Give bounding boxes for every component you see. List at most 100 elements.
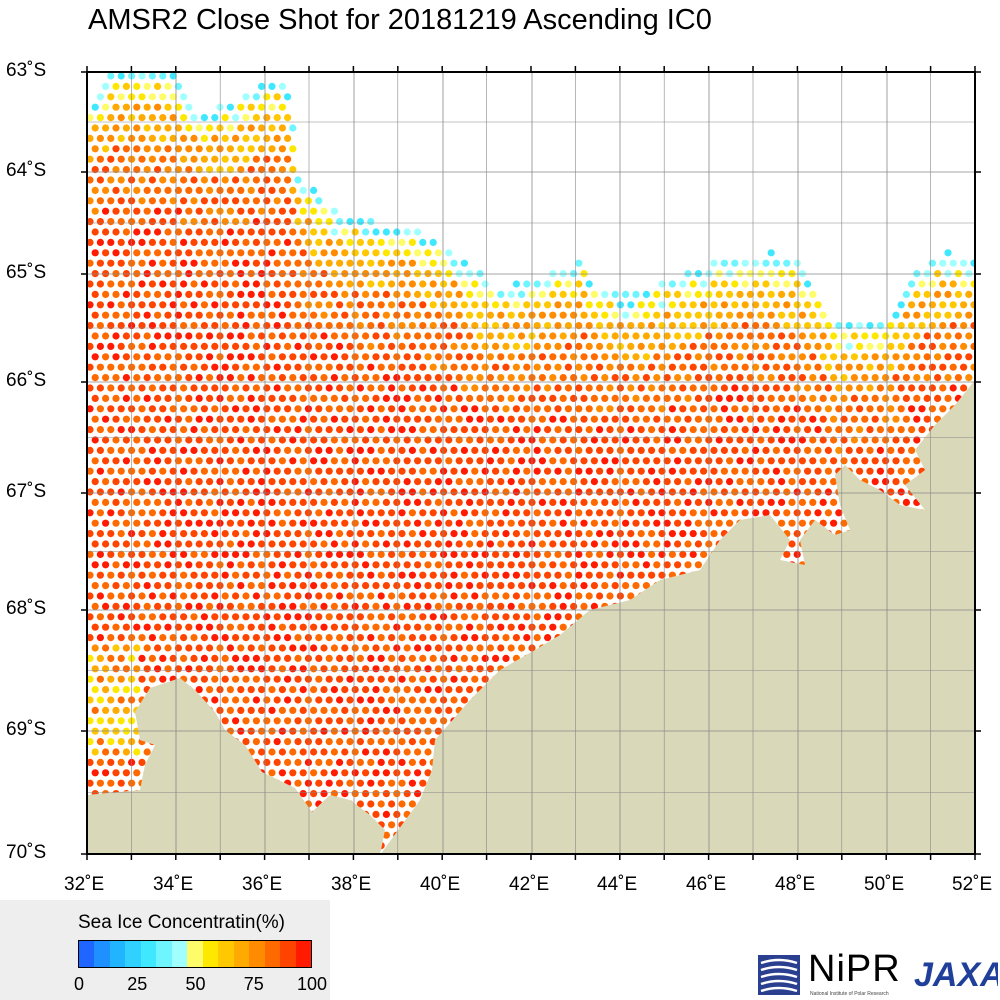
ice-dot bbox=[492, 301, 500, 309]
ice-dot bbox=[304, 592, 312, 600]
ice-dot bbox=[741, 384, 749, 392]
ice-dot bbox=[778, 311, 786, 319]
ice-dot bbox=[372, 290, 380, 298]
ice-dot bbox=[117, 384, 125, 392]
ice-dot bbox=[674, 561, 682, 569]
ice-dot bbox=[668, 280, 677, 288]
ice-dot bbox=[804, 467, 812, 475]
ice-dot bbox=[273, 197, 281, 205]
ice-dot bbox=[107, 654, 115, 663]
ice-dot bbox=[497, 311, 505, 319]
ice-dot bbox=[424, 686, 432, 694]
ice-dot bbox=[284, 322, 292, 330]
ice-dot bbox=[913, 290, 921, 298]
ice-dot bbox=[299, 706, 307, 715]
ice-dot bbox=[424, 748, 432, 756]
ice-dot bbox=[388, 322, 396, 330]
ice-dot bbox=[570, 415, 578, 423]
ice-dot bbox=[434, 311, 442, 319]
ice-dot bbox=[778, 436, 786, 444]
ice-dot bbox=[767, 394, 775, 402]
ice-dot bbox=[278, 623, 286, 631]
ice-dot bbox=[689, 280, 697, 288]
ice-dot bbox=[762, 384, 770, 392]
ice-dot bbox=[445, 353, 453, 361]
ice-dot bbox=[663, 332, 671, 340]
ice-dot bbox=[601, 332, 609, 340]
ice-dot bbox=[622, 498, 630, 506]
ice-dot bbox=[939, 259, 947, 267]
ice-dot bbox=[398, 426, 406, 434]
ice-dot bbox=[622, 394, 630, 402]
ice-dot bbox=[538, 436, 547, 444]
ice-dot bbox=[289, 249, 297, 257]
ice-dot bbox=[190, 342, 198, 350]
ice-dot bbox=[107, 301, 115, 309]
ice-dot bbox=[471, 426, 479, 434]
ice-dot bbox=[325, 738, 333, 746]
ice-dot bbox=[169, 509, 177, 517]
ice-dot bbox=[424, 769, 432, 777]
ice-dot bbox=[486, 457, 494, 465]
ice-dot bbox=[221, 550, 229, 559]
ice-dot bbox=[268, 519, 276, 527]
ice-dot bbox=[393, 436, 401, 444]
ice-dot bbox=[679, 488, 687, 496]
ice-dot bbox=[362, 540, 370, 548]
ice-dot bbox=[278, 602, 286, 611]
ice-dot bbox=[185, 582, 193, 590]
ice-dot bbox=[772, 280, 781, 288]
ice-dot bbox=[590, 561, 599, 569]
ice-dot bbox=[154, 602, 162, 611]
ice-dot bbox=[466, 332, 474, 340]
ice-dot bbox=[876, 426, 885, 434]
ice-dot bbox=[471, 675, 479, 683]
ice-dot bbox=[284, 467, 292, 475]
ice-dot bbox=[476, 644, 484, 652]
ice-dot bbox=[408, 509, 416, 517]
ice-dot bbox=[133, 166, 141, 174]
ice-dot bbox=[237, 166, 245, 174]
ice-dot bbox=[720, 384, 729, 392]
ice-dot bbox=[356, 634, 364, 642]
ice-dot bbox=[107, 218, 115, 226]
ice-dot bbox=[190, 218, 198, 226]
ice-dot bbox=[481, 613, 489, 621]
ice-dot bbox=[91, 540, 99, 548]
ice-dot bbox=[263, 613, 271, 621]
ice-dot bbox=[533, 342, 541, 350]
ice-dot bbox=[648, 426, 656, 434]
ice-dot bbox=[190, 550, 198, 559]
ice-dot bbox=[648, 509, 656, 517]
ice-dot bbox=[190, 280, 198, 288]
ice-dot bbox=[247, 498, 255, 506]
ice-dot bbox=[164, 103, 172, 111]
ice-dot bbox=[180, 592, 188, 600]
ice-dot bbox=[315, 696, 323, 704]
ice-dot bbox=[440, 426, 448, 434]
ice-dot bbox=[408, 613, 416, 621]
ice-dot bbox=[221, 363, 229, 371]
ice-dot bbox=[122, 686, 130, 694]
ice-dot bbox=[252, 634, 260, 642]
ice-dot bbox=[294, 654, 302, 663]
ice-dot bbox=[294, 571, 302, 579]
ice-dot bbox=[247, 561, 255, 569]
ice-dot bbox=[341, 353, 349, 361]
ice-dot bbox=[757, 457, 765, 465]
ice-dot bbox=[746, 457, 755, 465]
ice-dot bbox=[793, 467, 801, 475]
ice-dot bbox=[273, 613, 281, 621]
ice-dot bbox=[601, 582, 609, 590]
ice-dot bbox=[497, 394, 505, 402]
ice-dot bbox=[336, 696, 344, 704]
ice-dot bbox=[154, 374, 162, 382]
ice-dot bbox=[190, 488, 198, 496]
ice-dot bbox=[767, 415, 775, 423]
ice-dot bbox=[538, 561, 547, 569]
ice-dot bbox=[486, 561, 494, 569]
ice-dot bbox=[195, 457, 203, 465]
ice-dot bbox=[159, 530, 167, 538]
ice-dot bbox=[226, 478, 234, 486]
ice-dot bbox=[200, 613, 208, 621]
